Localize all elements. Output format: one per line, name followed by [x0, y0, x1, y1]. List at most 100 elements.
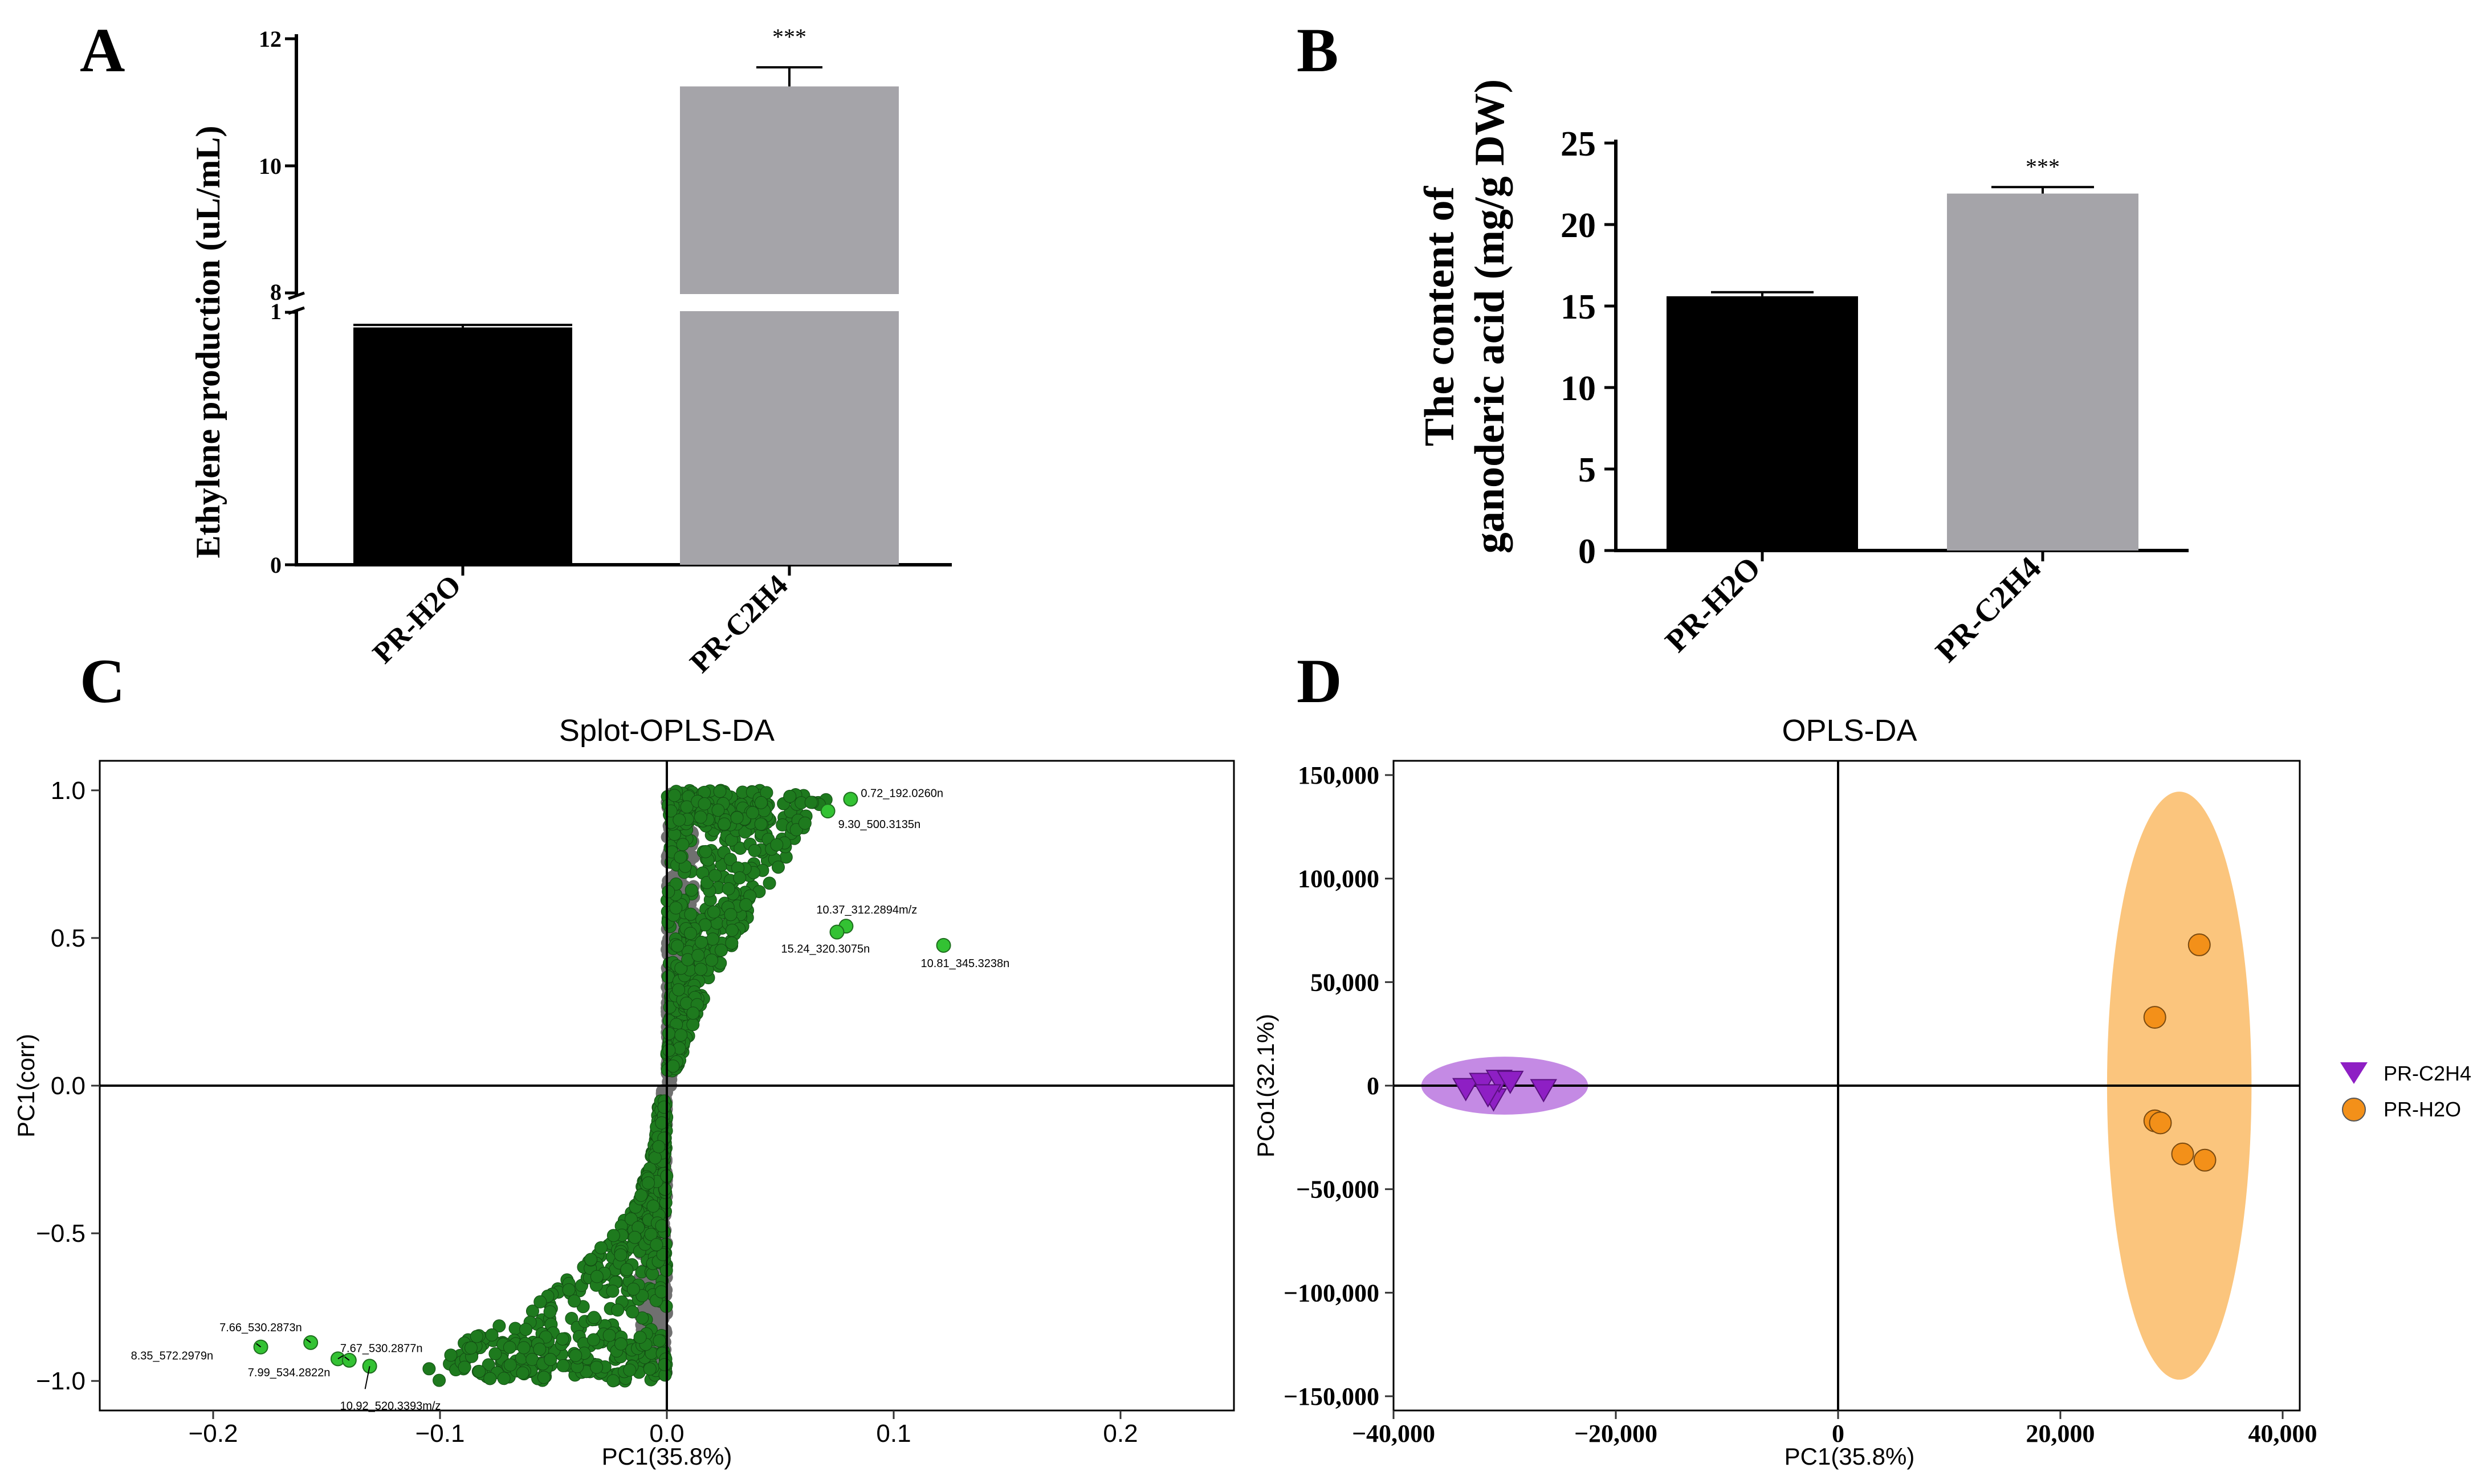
panel-c-point [517, 1341, 531, 1355]
panel-c-point [626, 1282, 640, 1296]
panel-c-point [662, 1043, 676, 1057]
panel-c-label-leader [344, 1356, 350, 1361]
panel-d-point-pr-c2h4 [1474, 1084, 1502, 1108]
panel-a-bar-pr-c2h4-upper [680, 86, 899, 294]
panel-c-point [485, 1328, 499, 1342]
panel-c-point [698, 797, 711, 810]
panel-c-point [804, 796, 818, 809]
panel-c-point [606, 1229, 620, 1242]
panel-c: C Splot-OPLS-DA −0.2 −0.1 0.0 0.1 0.2−1.0−0.… [13, 646, 1235, 1470]
panel-c-ytick-label: 1.0 [51, 777, 85, 805]
panel-c-xtick-label: 0.2 [1103, 1420, 1138, 1448]
panel-c-point [483, 1372, 497, 1385]
panel-c-point [556, 1359, 570, 1372]
panel-b-ytick-label: 10 [1561, 369, 1596, 408]
panel-d-point-pr-h2o [2171, 1142, 2194, 1165]
legend-label-pr-h2o: PR-H2O [2384, 1098, 2461, 1121]
panel-a-bar-pr-c2h4-lower [680, 311, 899, 565]
panel-c-point [624, 1212, 638, 1226]
panel-c-point [543, 1305, 557, 1319]
panel-c-point [611, 1303, 625, 1317]
panel-c-point [422, 1362, 436, 1376]
panel-d-xtick-label: −20,000 [1574, 1420, 1657, 1448]
panel-c-labeled-point [820, 804, 836, 819]
panel-b-significance-stars: *** [2026, 154, 2060, 180]
panel-c-point [730, 811, 744, 825]
panel-c-point [650, 1238, 663, 1251]
panel-d-ticks: −40,000 −20,000 0 20,000 40,000 150,000 100,00… [1284, 761, 2317, 1448]
panel-c-point [770, 838, 784, 851]
panel-d-xtick-label: 40,000 [2248, 1420, 2317, 1448]
panel-c-point [533, 1342, 547, 1356]
panel-c-point [503, 1358, 517, 1372]
panel-c-point [635, 1289, 649, 1302]
panel-c-point-label: 10.37_312.2894m/z [816, 904, 917, 916]
panel-c-label-leader [364, 1366, 370, 1389]
panel-d-legend: PR-C2H4 PR-H2O [2340, 1062, 2471, 1122]
legend-label-pr-c2h4: PR-C2H4 [2384, 1062, 2471, 1085]
panel-c-point [771, 861, 785, 874]
panel-c-point-label: 15.24_320.3075n [781, 943, 870, 956]
panel-c-point [733, 871, 747, 884]
panel-c-point-label: 10.81_345.3238n [921, 957, 1010, 970]
panel-c-xtick-label: 0.1 [876, 1420, 911, 1448]
panel-letter-a: A [80, 15, 125, 85]
panel-c-point [724, 908, 738, 922]
panel-c-point [586, 1333, 600, 1347]
panel-c-point [628, 1230, 642, 1244]
panel-c-point [783, 789, 797, 803]
panel-c-labeled-points: 0.72_192.0260n 9.30_500.3135n 10.37_312.28… [131, 787, 1010, 1412]
panel-c-point [674, 1028, 688, 1042]
panel-c-point [587, 1311, 601, 1324]
panel-a-ytick-label-8: 8 [270, 279, 282, 305]
panel-c-label-leader [255, 1343, 262, 1348]
panel-b-y-axis-label-line1: The content of [1416, 186, 1463, 447]
panel-c-point-label: 8.35_572.2979n [131, 1350, 214, 1363]
panel-a-bar-pr-h2o [353, 327, 572, 565]
panel-d-x-axis-label: PC1(35.8%) [1785, 1443, 1915, 1470]
panel-c-point [683, 927, 697, 940]
panel-c-point [533, 1295, 547, 1308]
panel-c-point [556, 1332, 569, 1346]
panel-c-point [606, 1285, 620, 1298]
panel-c-point [433, 1373, 446, 1387]
panel-c-ytick-label: −1.0 [36, 1367, 85, 1395]
panel-c-point [666, 1059, 680, 1073]
panel-c-point [714, 944, 728, 957]
panel-c-point [655, 1219, 669, 1233]
panel-c-point [706, 932, 720, 946]
panel-letter-b: B [1297, 15, 1338, 85]
panel-c-point [707, 905, 721, 919]
legend-triangle-icon [2340, 1062, 2368, 1084]
panel-b-bar-pr-c2h4 [1947, 193, 2138, 551]
panel-c-point [745, 806, 759, 820]
panel-b: B The content of ganoderic acid (mg/g DW… [1297, 15, 2189, 669]
panel-d-ytick-label: −100,000 [1284, 1279, 1379, 1307]
panel-c-point [464, 1341, 478, 1355]
panel-c-point [458, 1360, 471, 1374]
panel-b-ytick-label: 15 [1561, 288, 1596, 327]
panel-c-point [748, 844, 761, 858]
panel-c-point [497, 1372, 511, 1385]
panel-c-point [652, 1140, 666, 1153]
panel-a-axis-break-mark-upper [288, 291, 305, 300]
panel-d-xtick-label: 20,000 [2026, 1420, 2095, 1448]
panel-c-point [653, 1334, 666, 1348]
panel-c-point [673, 813, 686, 827]
panel-c-point [626, 1305, 639, 1319]
panel-c-point [667, 789, 681, 802]
panel-c-labeled-point [936, 937, 951, 953]
panel-d-point-pr-h2o [2187, 933, 2211, 956]
panel-b-category-pr-c2h4: PR-C2H4 [1929, 550, 2048, 669]
panel-c-point [644, 1228, 658, 1241]
panel-c-xtick-label: −0.2 [189, 1420, 238, 1448]
panel-b-ytick-label: 5 [1578, 451, 1596, 490]
panel-c-point [633, 1331, 647, 1344]
panel-c-ytick-label: 0.5 [51, 924, 85, 952]
panel-c-point [725, 936, 739, 950]
panel-c-ytick-label: 0.0 [51, 1072, 85, 1100]
panel-c-point [739, 898, 753, 912]
panel-c-label-leader [337, 1355, 344, 1360]
panel-c-point [470, 1330, 483, 1343]
legend-circle-icon [2342, 1098, 2366, 1122]
